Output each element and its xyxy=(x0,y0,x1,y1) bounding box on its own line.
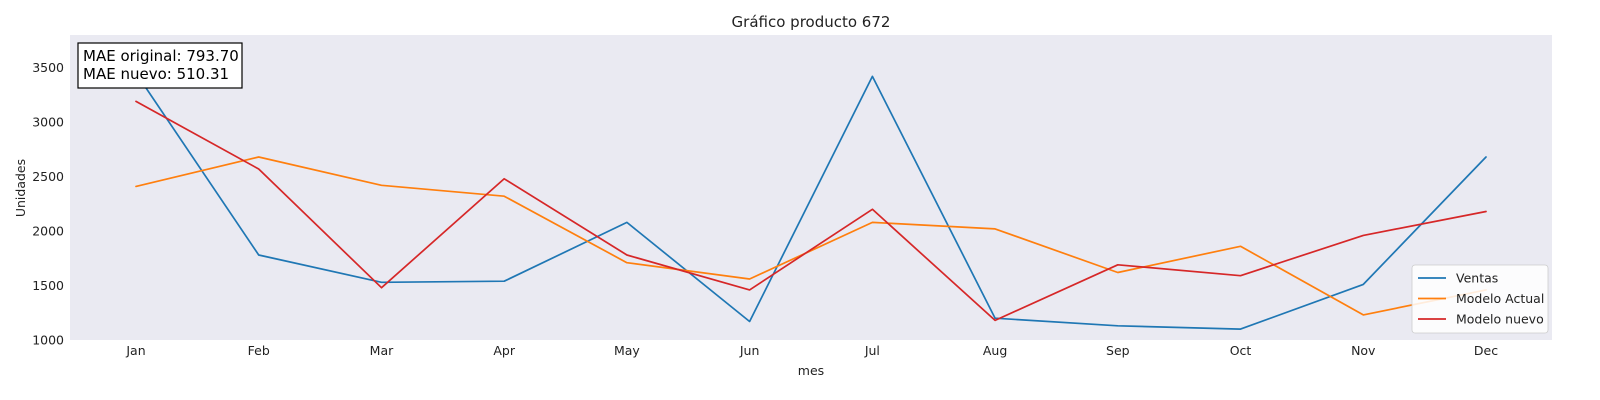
annotation-mae-nuevo: MAE nuevo: 510.31 xyxy=(83,65,229,83)
y-tick-label: 2500 xyxy=(32,169,64,184)
x-tick-label: Jun xyxy=(739,343,760,358)
mae-annotation: MAE original: 793.70 MAE nuevo: 510.31 xyxy=(77,42,243,89)
x-tick-label: Aug xyxy=(983,343,1007,358)
x-tick-label: Jul xyxy=(864,343,880,358)
annotation-frame xyxy=(77,42,243,89)
x-axis-label: mes xyxy=(798,363,824,378)
series-line-1 xyxy=(135,72,1487,330)
x-tick-label: Mar xyxy=(370,343,394,358)
y-axis-label: Unidades xyxy=(13,159,28,217)
x-tick-label: Apr xyxy=(493,343,515,358)
x-tick-label: Feb xyxy=(248,343,270,358)
y-tick-label: 1000 xyxy=(32,333,64,348)
x-tick-label: Nov xyxy=(1351,343,1376,358)
y-tick-label: 2000 xyxy=(32,224,64,239)
series-line-3 xyxy=(135,100,1487,322)
plot-area xyxy=(70,35,1552,340)
series-group xyxy=(135,72,1487,330)
legend-frame xyxy=(1411,264,1549,334)
series-line-2 xyxy=(135,156,1487,316)
y-tick-label: 3500 xyxy=(32,60,64,75)
y-tick-label: 1500 xyxy=(32,278,64,293)
legend-entry-1: Ventas xyxy=(1456,271,1498,286)
annotation-mae-original: MAE original: 793.70 xyxy=(83,47,239,65)
legend-entry-3: Modelo nuevo xyxy=(1456,312,1544,327)
legend-entry-2: Modelo Actual xyxy=(1456,291,1544,306)
y-tick-label: 3000 xyxy=(32,115,64,130)
x-tick-label: May xyxy=(614,343,640,358)
x-tick-label: Dec xyxy=(1474,343,1498,358)
x-tick-label: Sep xyxy=(1106,343,1130,358)
legend: Ventas Modelo Actual Modelo nuevo xyxy=(1411,264,1549,334)
x-tick-label: Jan xyxy=(125,343,145,358)
x-axis: Jan Feb Mar Apr May Jun Jul Aug Sep Oct Nov Dec xyxy=(125,343,1498,358)
x-tick-label: Oct xyxy=(1230,343,1252,358)
y-axis: 1000 1500 2000 2500 3000 3500 xyxy=(32,60,64,347)
chart-title: Gráfico producto 672 xyxy=(732,13,891,31)
